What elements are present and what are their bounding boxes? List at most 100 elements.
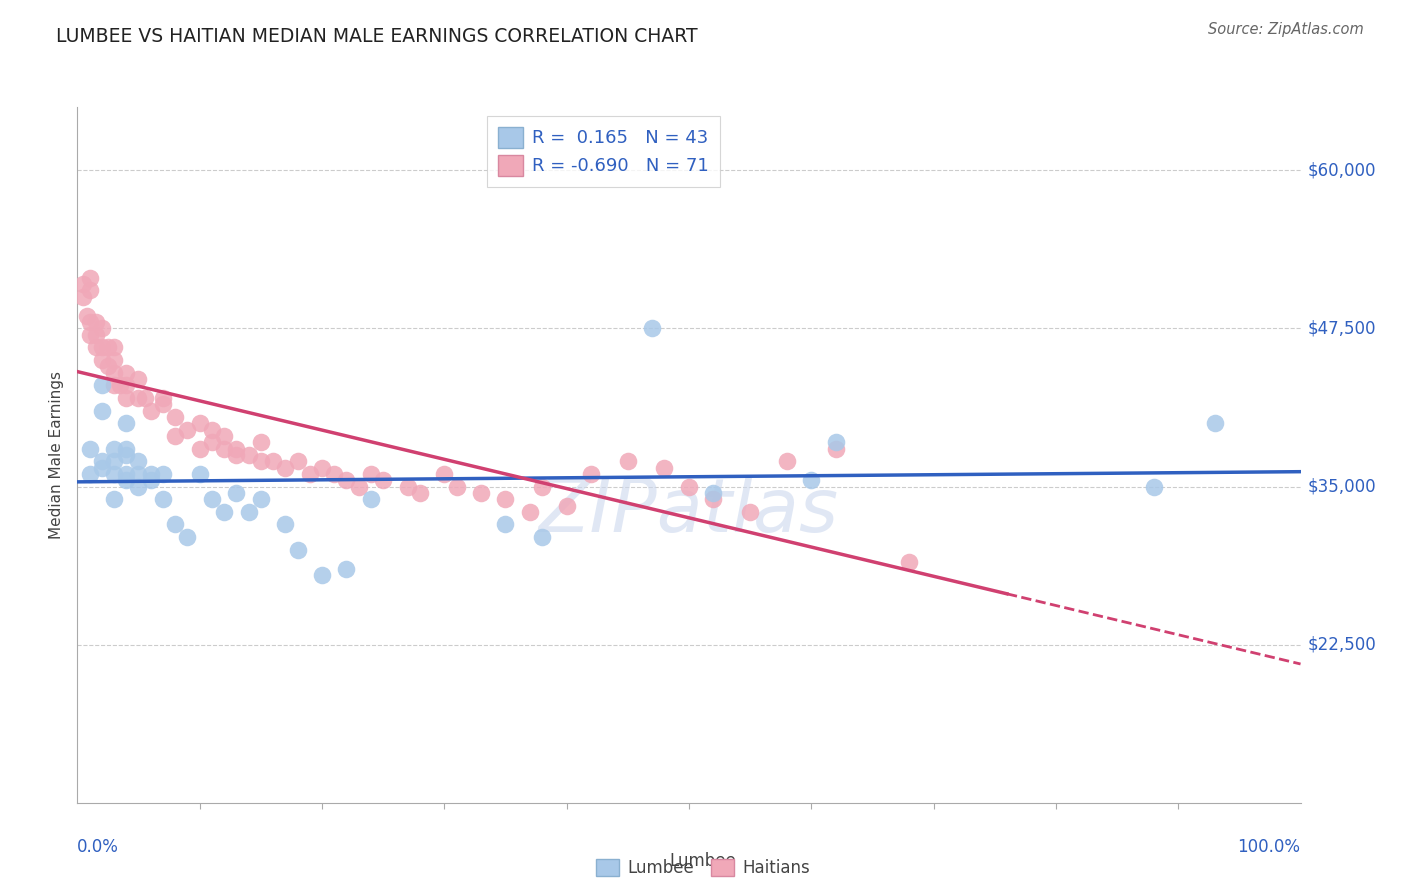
Point — [176, 530, 198, 544]
Point — [250, 492, 273, 507]
Point — [495, 492, 517, 507]
Point — [495, 517, 517, 532]
Y-axis label: Median Male Earnings: Median Male Earnings — [49, 371, 65, 539]
Point — [433, 467, 456, 481]
Point — [79, 270, 101, 285]
Point — [212, 505, 235, 519]
Point — [470, 486, 492, 500]
Legend: Lumbee, Haitians: Lumbee, Haitians — [589, 852, 817, 884]
Point — [103, 353, 125, 368]
Point — [250, 454, 273, 468]
Point — [201, 423, 224, 437]
Point — [519, 505, 541, 519]
Point — [103, 442, 125, 456]
Point — [84, 327, 107, 342]
Point — [335, 473, 357, 487]
Point — [579, 467, 602, 481]
Point — [1204, 417, 1226, 431]
Point — [84, 315, 107, 329]
Point — [115, 442, 138, 456]
Point — [617, 454, 640, 468]
Point — [97, 359, 120, 374]
Point — [115, 366, 138, 380]
Point — [127, 372, 149, 386]
Point — [800, 473, 823, 487]
Point — [238, 505, 260, 519]
Point — [335, 562, 357, 576]
Point — [115, 391, 138, 405]
Text: 100.0%: 100.0% — [1237, 838, 1301, 856]
Point — [371, 473, 394, 487]
Point — [115, 417, 138, 431]
Point — [79, 467, 101, 481]
Point — [188, 442, 211, 456]
Point — [225, 448, 247, 462]
Point — [72, 277, 94, 292]
Point — [347, 479, 370, 493]
Point — [90, 378, 112, 392]
Point — [103, 492, 125, 507]
Point — [115, 448, 138, 462]
Point — [79, 442, 101, 456]
Point — [176, 423, 198, 437]
Point — [238, 448, 260, 462]
Point — [298, 467, 321, 481]
Point — [97, 340, 120, 354]
Text: $35,000: $35,000 — [1308, 477, 1376, 496]
Point — [225, 442, 247, 456]
Point — [409, 486, 432, 500]
Point — [152, 391, 174, 405]
Point — [103, 454, 125, 468]
Point — [90, 340, 112, 354]
Point — [323, 467, 346, 481]
Point — [103, 366, 125, 380]
Point — [108, 378, 131, 392]
Point — [127, 454, 149, 468]
Point — [72, 290, 94, 304]
Point — [555, 499, 578, 513]
Text: $60,000: $60,000 — [1308, 161, 1376, 179]
Point — [115, 473, 138, 487]
Point — [678, 479, 700, 493]
Point — [824, 442, 846, 456]
Point — [274, 460, 297, 475]
Point — [740, 505, 762, 519]
Point — [702, 486, 724, 500]
Point — [311, 568, 333, 582]
Point — [212, 429, 235, 443]
Point — [90, 403, 112, 417]
Point — [139, 403, 162, 417]
Point — [127, 479, 149, 493]
Point — [287, 454, 309, 468]
Point — [103, 378, 125, 392]
Point — [702, 492, 724, 507]
Point — [201, 492, 224, 507]
Point — [262, 454, 284, 468]
Point — [79, 315, 101, 329]
Point — [776, 454, 799, 468]
Point — [90, 321, 112, 335]
Legend: R =  0.165   N = 43, R = -0.690   N = 71: R = 0.165 N = 43, R = -0.690 N = 71 — [486, 116, 720, 186]
Point — [139, 467, 162, 481]
Point — [127, 467, 149, 481]
Point — [531, 479, 554, 493]
Point — [152, 397, 174, 411]
Point — [165, 429, 187, 443]
Point — [201, 435, 224, 450]
Point — [79, 327, 101, 342]
Point — [152, 492, 174, 507]
Point — [396, 479, 419, 493]
Point — [165, 409, 187, 424]
Point — [531, 530, 554, 544]
Point — [103, 340, 125, 354]
Point — [90, 353, 112, 368]
Point — [360, 467, 382, 481]
Point — [188, 467, 211, 481]
Point — [311, 460, 333, 475]
Text: ZIPatlas: ZIPatlas — [538, 475, 839, 547]
Text: Source: ZipAtlas.com: Source: ZipAtlas.com — [1208, 22, 1364, 37]
Text: LUMBEE VS HAITIAN MEDIAN MALE EARNINGS CORRELATION CHART: LUMBEE VS HAITIAN MEDIAN MALE EARNINGS C… — [56, 27, 697, 45]
Point — [654, 460, 676, 475]
Point — [152, 467, 174, 481]
Point — [139, 473, 162, 487]
